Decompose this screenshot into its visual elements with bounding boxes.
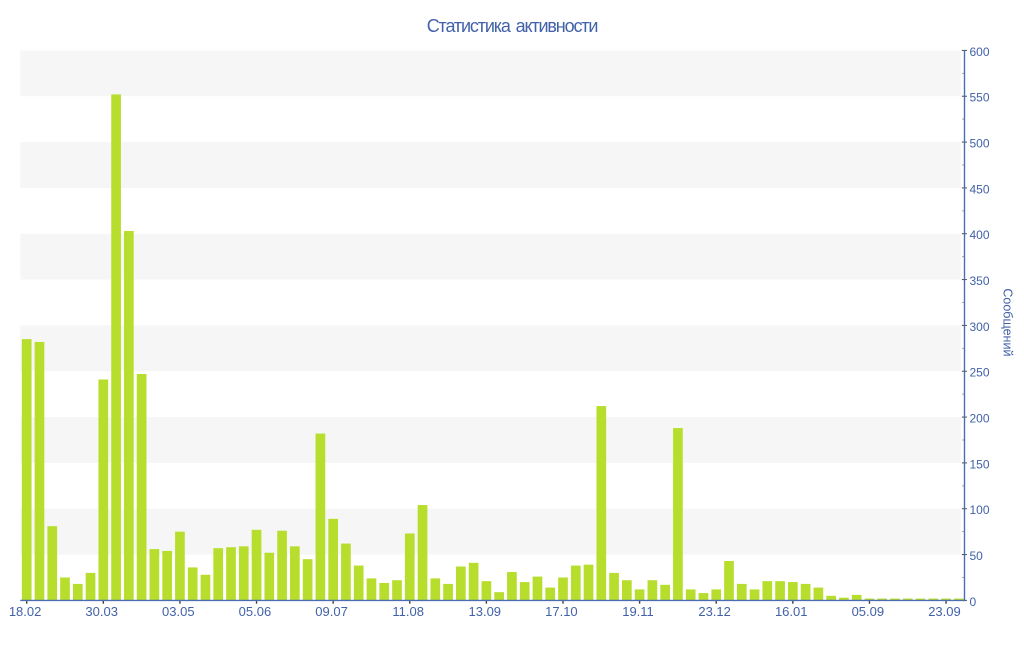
svg-text:Сообщений: Сообщений	[1001, 288, 1015, 356]
svg-text:03.05: 03.05	[162, 604, 195, 619]
svg-text:30.03: 30.03	[85, 604, 118, 619]
svg-text:300: 300	[970, 320, 990, 334]
svg-text:500: 500	[970, 137, 990, 151]
svg-text:16.01: 16.01	[775, 604, 808, 619]
svg-text:350: 350	[970, 274, 990, 288]
svg-text:50: 50	[970, 549, 984, 563]
svg-text:100: 100	[970, 503, 990, 517]
svg-text:200: 200	[970, 412, 990, 426]
svg-text:450: 450	[970, 182, 990, 196]
svg-text:09.07: 09.07	[315, 604, 348, 619]
svg-text:23.12: 23.12	[698, 604, 731, 619]
svg-text:Статистика активности: Статистика активности	[427, 16, 598, 36]
svg-text:550: 550	[970, 91, 990, 105]
svg-text:0: 0	[970, 595, 977, 609]
svg-text:19.11: 19.11	[622, 604, 654, 619]
svg-text:17.10: 17.10	[545, 604, 578, 619]
svg-text:23.09: 23.09	[928, 604, 961, 619]
svg-text:150: 150	[970, 457, 990, 471]
svg-text:18.02: 18.02	[9, 604, 42, 619]
svg-text:250: 250	[970, 366, 990, 380]
svg-text:05.06: 05.06	[239, 604, 272, 619]
svg-text:13.09: 13.09	[469, 604, 502, 619]
svg-text:400: 400	[970, 228, 990, 242]
svg-text:600: 600	[970, 45, 990, 59]
svg-text:05.09: 05.09	[852, 604, 885, 619]
svg-text:11.08: 11.08	[392, 604, 424, 619]
